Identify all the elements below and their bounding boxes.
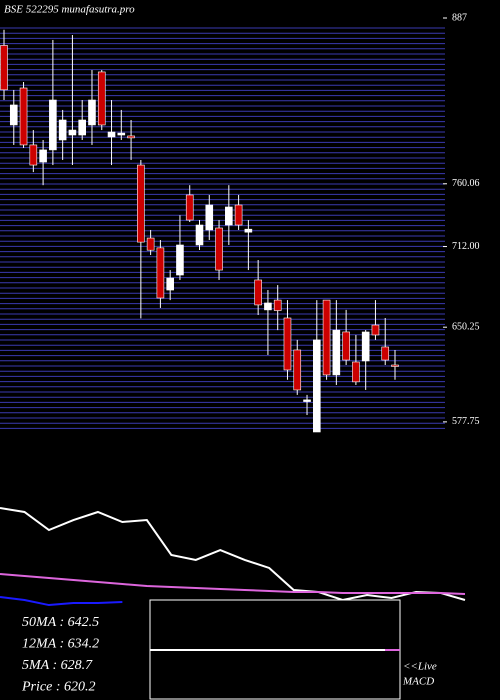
candle-body — [342, 331, 350, 361]
candle-body — [312, 339, 321, 433]
candle-body — [283, 317, 292, 371]
candle-body — [146, 237, 155, 251]
candle-body — [176, 244, 184, 276]
candle-body — [391, 364, 399, 367]
y-tick-label: 887 — [452, 12, 467, 23]
candle-body — [49, 99, 57, 151]
ma-label: 12MA : 634.2 — [22, 637, 99, 652]
candle-body — [107, 131, 116, 138]
stripes — [0, 27, 445, 429]
candle-body — [97, 71, 106, 126]
candle-body — [166, 277, 174, 291]
candle-body — [381, 346, 390, 361]
candle-body — [195, 224, 204, 246]
candle-body — [322, 299, 331, 376]
candle-body — [78, 119, 86, 136]
candle-body — [117, 132, 126, 136]
candle-body — [303, 399, 311, 402]
candle-body — [254, 279, 262, 306]
candle-body — [273, 299, 282, 311]
candle-body — [185, 194, 194, 221]
candle-body — [127, 135, 135, 139]
candle-body — [234, 204, 243, 226]
candle-body — [264, 302, 272, 311]
candle-body — [0, 45, 8, 91]
y-tick-label: 577.75 — [452, 416, 480, 427]
indicator-line — [0, 596, 123, 607]
candle-body — [244, 228, 253, 233]
candle-body — [68, 129, 77, 136]
candle-body — [371, 324, 380, 336]
macd-label: MACD — [402, 676, 434, 688]
candle-body — [39, 149, 47, 163]
macd-label: <<Live — [403, 661, 437, 673]
ma-label: 5MA : 628.7 — [22, 658, 93, 673]
candle-body — [293, 349, 302, 391]
candle-body — [332, 329, 341, 376]
y-tick-label: 712.00 — [452, 241, 480, 252]
candle-body — [58, 119, 67, 141]
candle-body — [137, 164, 145, 243]
candle-body — [205, 204, 214, 231]
ma-label: 50MA : 642.5 — [22, 615, 99, 630]
y-tick-label: 760.06 — [452, 178, 480, 189]
indicator-line — [0, 507, 466, 602]
candle-body — [88, 99, 96, 126]
ma-label: Price : 620.2 — [21, 680, 95, 695]
chart-title: BSE 522295 munafasutra.pro — [4, 4, 135, 16]
candle-body — [19, 87, 28, 146]
candle-body — [225, 206, 233, 226]
indicator-line — [0, 573, 466, 596]
y-tick-label: 650.25 — [452, 321, 480, 332]
candle-body — [215, 227, 223, 271]
candle-body — [156, 247, 165, 299]
candle-body — [361, 331, 370, 362]
candle-body — [29, 144, 38, 166]
candle-body — [352, 361, 360, 383]
candle-body — [9, 104, 18, 126]
